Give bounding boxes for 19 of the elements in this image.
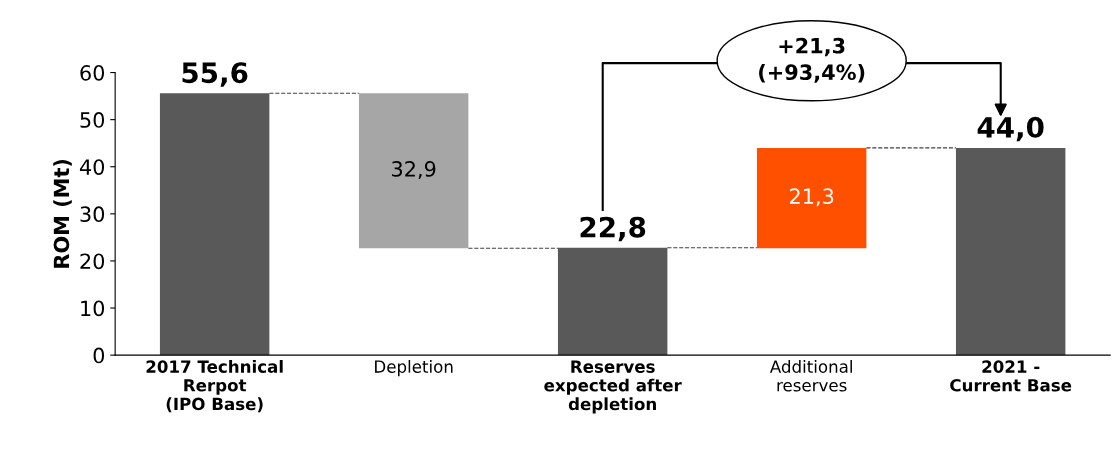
y-tick-label: 50 [80, 112, 105, 128]
data-label: 21,3 [790, 188, 834, 207]
x-tick-label: Reserves expected after depletion [544, 360, 682, 414]
y-tick-label: 0 [93, 347, 105, 364]
y-tick-label: 30 [80, 206, 105, 223]
data-label: 22,8 [580, 216, 646, 242]
data-label: 55,6 [182, 62, 248, 87]
y-axis-title: ROM (Mt) [53, 159, 72, 268]
data-label: 44,0 [977, 116, 1044, 142]
y-tick-label: 40 [79, 159, 105, 175]
y-tick-label: 10 [81, 300, 105, 317]
y-tick-label: 20 [80, 253, 105, 270]
x-tick-label: 2017 Technical Rerpot (IPO Base) [146, 360, 283, 413]
x-tick-label: Depletion [375, 360, 453, 377]
y-tick-label: 60 [80, 64, 105, 81]
x-tick-label: 2021 - Current Base [950, 360, 1072, 392]
x-tick-label: Additional reserves [769, 360, 852, 392]
data-label: 32,9 [392, 161, 436, 179]
annotation: +21,3 (+93,4%) [759, 37, 865, 83]
